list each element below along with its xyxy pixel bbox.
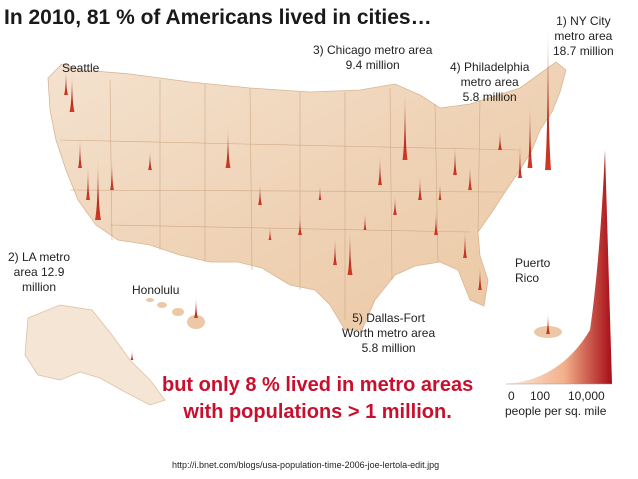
label-philadelphia-line1: 4) Philadelphia — [450, 60, 530, 74]
label-philadelphia-line2: metro area — [460, 75, 519, 89]
label-philadelphia: 4) Philadelphia metro area 5.8 million — [450, 60, 529, 105]
hawaii-land — [146, 298, 205, 329]
label-chicago-line1: 3) Chicago metro area — [313, 43, 433, 57]
label-la-line1: 2) LA metro — [8, 250, 71, 264]
legend-unit: people per sq. mile — [505, 404, 607, 418]
density-spike — [130, 350, 134, 360]
density-spike — [438, 182, 442, 200]
density-spike — [418, 175, 422, 200]
density-spike — [527, 103, 533, 168]
density-spike — [453, 145, 457, 175]
label-honolulu: Honolulu — [132, 283, 180, 297]
density-spike — [463, 230, 467, 258]
density-spike — [64, 70, 68, 95]
density-spike — [318, 185, 322, 200]
legend-ramp — [506, 150, 612, 384]
density-spike — [478, 266, 482, 290]
density-spike — [258, 183, 262, 205]
density-spike — [468, 165, 472, 190]
label-chicago-line2: 9.4 million — [345, 58, 400, 72]
label-ny-line3: 18.7 million — [553, 44, 614, 58]
state-borders — [59, 79, 521, 320]
label-chicago: 3) Chicago metro area 9.4 million — [313, 43, 432, 73]
density-spike — [333, 237, 337, 265]
label-la-line2: area 12.9 — [13, 265, 65, 279]
density-spike — [546, 312, 550, 334]
label-la-line3: million — [22, 280, 57, 294]
label-ny: 1) NY City metro area 18.7 million — [553, 14, 614, 59]
density-spike — [402, 90, 408, 160]
density-spike — [378, 155, 382, 185]
page-title: In 2010, 81 % of Americans lived in citi… — [4, 6, 432, 29]
label-puerto-rico-line2: Rico — [515, 271, 540, 285]
label-ny-line1: 1) NY City — [556, 14, 611, 28]
density-spike — [148, 150, 152, 170]
density-spike — [518, 143, 522, 178]
label-ny-line2: metro area — [554, 29, 613, 43]
density-spike — [78, 138, 82, 168]
label-dallas-line2: Worth metro area — [342, 326, 436, 340]
density-spike — [69, 74, 75, 112]
label-puerto-rico: Puerto Rico — [515, 256, 550, 286]
density-spike — [347, 230, 353, 275]
density-spike — [194, 296, 198, 318]
legend-tick-100: 100 — [530, 389, 551, 403]
density-spike — [434, 210, 438, 235]
label-seattle: Seattle — [62, 61, 100, 75]
legend-tick-10000: 10,000 — [568, 389, 605, 403]
density-spike — [545, 20, 551, 170]
label-philadelphia-line3: 5.8 million — [462, 90, 517, 104]
density-spike — [268, 226, 272, 240]
density-spike — [86, 165, 90, 200]
label-la: 2) LA metro area 12.9 million — [8, 250, 70, 295]
source-url: http://i.bnet.com/blogs/usa-population-t… — [172, 460, 440, 470]
callout-line2: with populations > 1 million. — [183, 401, 452, 423]
density-spike — [95, 160, 101, 220]
density-spike — [110, 162, 114, 190]
density-spike — [298, 215, 302, 235]
density-spike — [363, 212, 367, 230]
label-dallas-line3: 5.8 million — [361, 341, 416, 355]
contiguous-us-land — [47, 61, 567, 331]
legend-tick-0: 0 — [508, 389, 515, 403]
callout-line1: but only 8 % lived in metro areas — [162, 374, 474, 396]
density-spike — [393, 195, 397, 215]
density-spike — [498, 130, 502, 150]
density-spikes — [64, 20, 551, 360]
density-spike — [225, 128, 231, 168]
alaska-land — [24, 304, 166, 406]
callout-text: but only 8 % lived in metro areas with p… — [162, 372, 473, 426]
label-puerto-rico-line1: Puerto — [515, 256, 551, 270]
label-dallas-line1: 5) Dallas-Fort — [352, 311, 425, 325]
label-dallas: 5) Dallas-Fort Worth metro area 5.8 mill… — [342, 311, 435, 356]
